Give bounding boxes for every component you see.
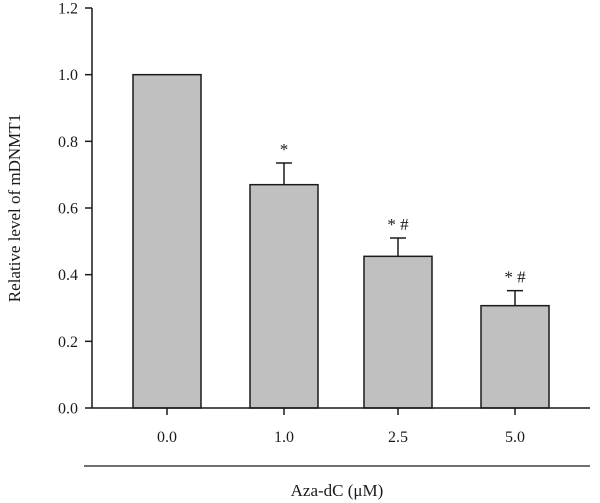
x-axis-title: Aza-dC (μM) — [291, 481, 384, 500]
y-tick-label: 1.2 — [58, 1, 78, 18]
y-tick-label: 0.2 — [58, 334, 78, 351]
y-axis-ticks: 0.0 0.2 0.4 0.6 0.8 1.0 1.2 — [58, 1, 92, 418]
bar-0.0 — [132, 73, 202, 409]
significance-label: * # — [504, 268, 526, 287]
y-tick-label: 0.0 — [58, 401, 78, 418]
bar-2.5 — [363, 255, 433, 409]
bar-1.0 — [249, 183, 319, 409]
y-tick-label: 0.8 — [58, 134, 78, 151]
x-tick-label: 1.0 — [274, 429, 294, 446]
bars — [132, 73, 550, 409]
significance-label: * # — [387, 215, 409, 234]
x-axis-ticks: 0.0 1.0 2.5 5.0 — [157, 408, 525, 446]
x-tick-label: 0.0 — [157, 429, 177, 446]
x-tick-label: 5.0 — [505, 429, 525, 446]
y-tick-label: 0.6 — [58, 201, 78, 218]
x-tick-label: 2.5 — [388, 429, 408, 446]
error-bars — [276, 162, 523, 306]
significance-labels: * * # * # — [280, 140, 526, 287]
y-tick-label: 1.0 — [58, 67, 78, 84]
bar-5.0 — [480, 304, 550, 409]
y-tick-label: 0.4 — [58, 267, 78, 284]
y-axis-title: Relative level of mDNMT1 — [5, 114, 24, 302]
significance-label: * — [280, 140, 289, 159]
